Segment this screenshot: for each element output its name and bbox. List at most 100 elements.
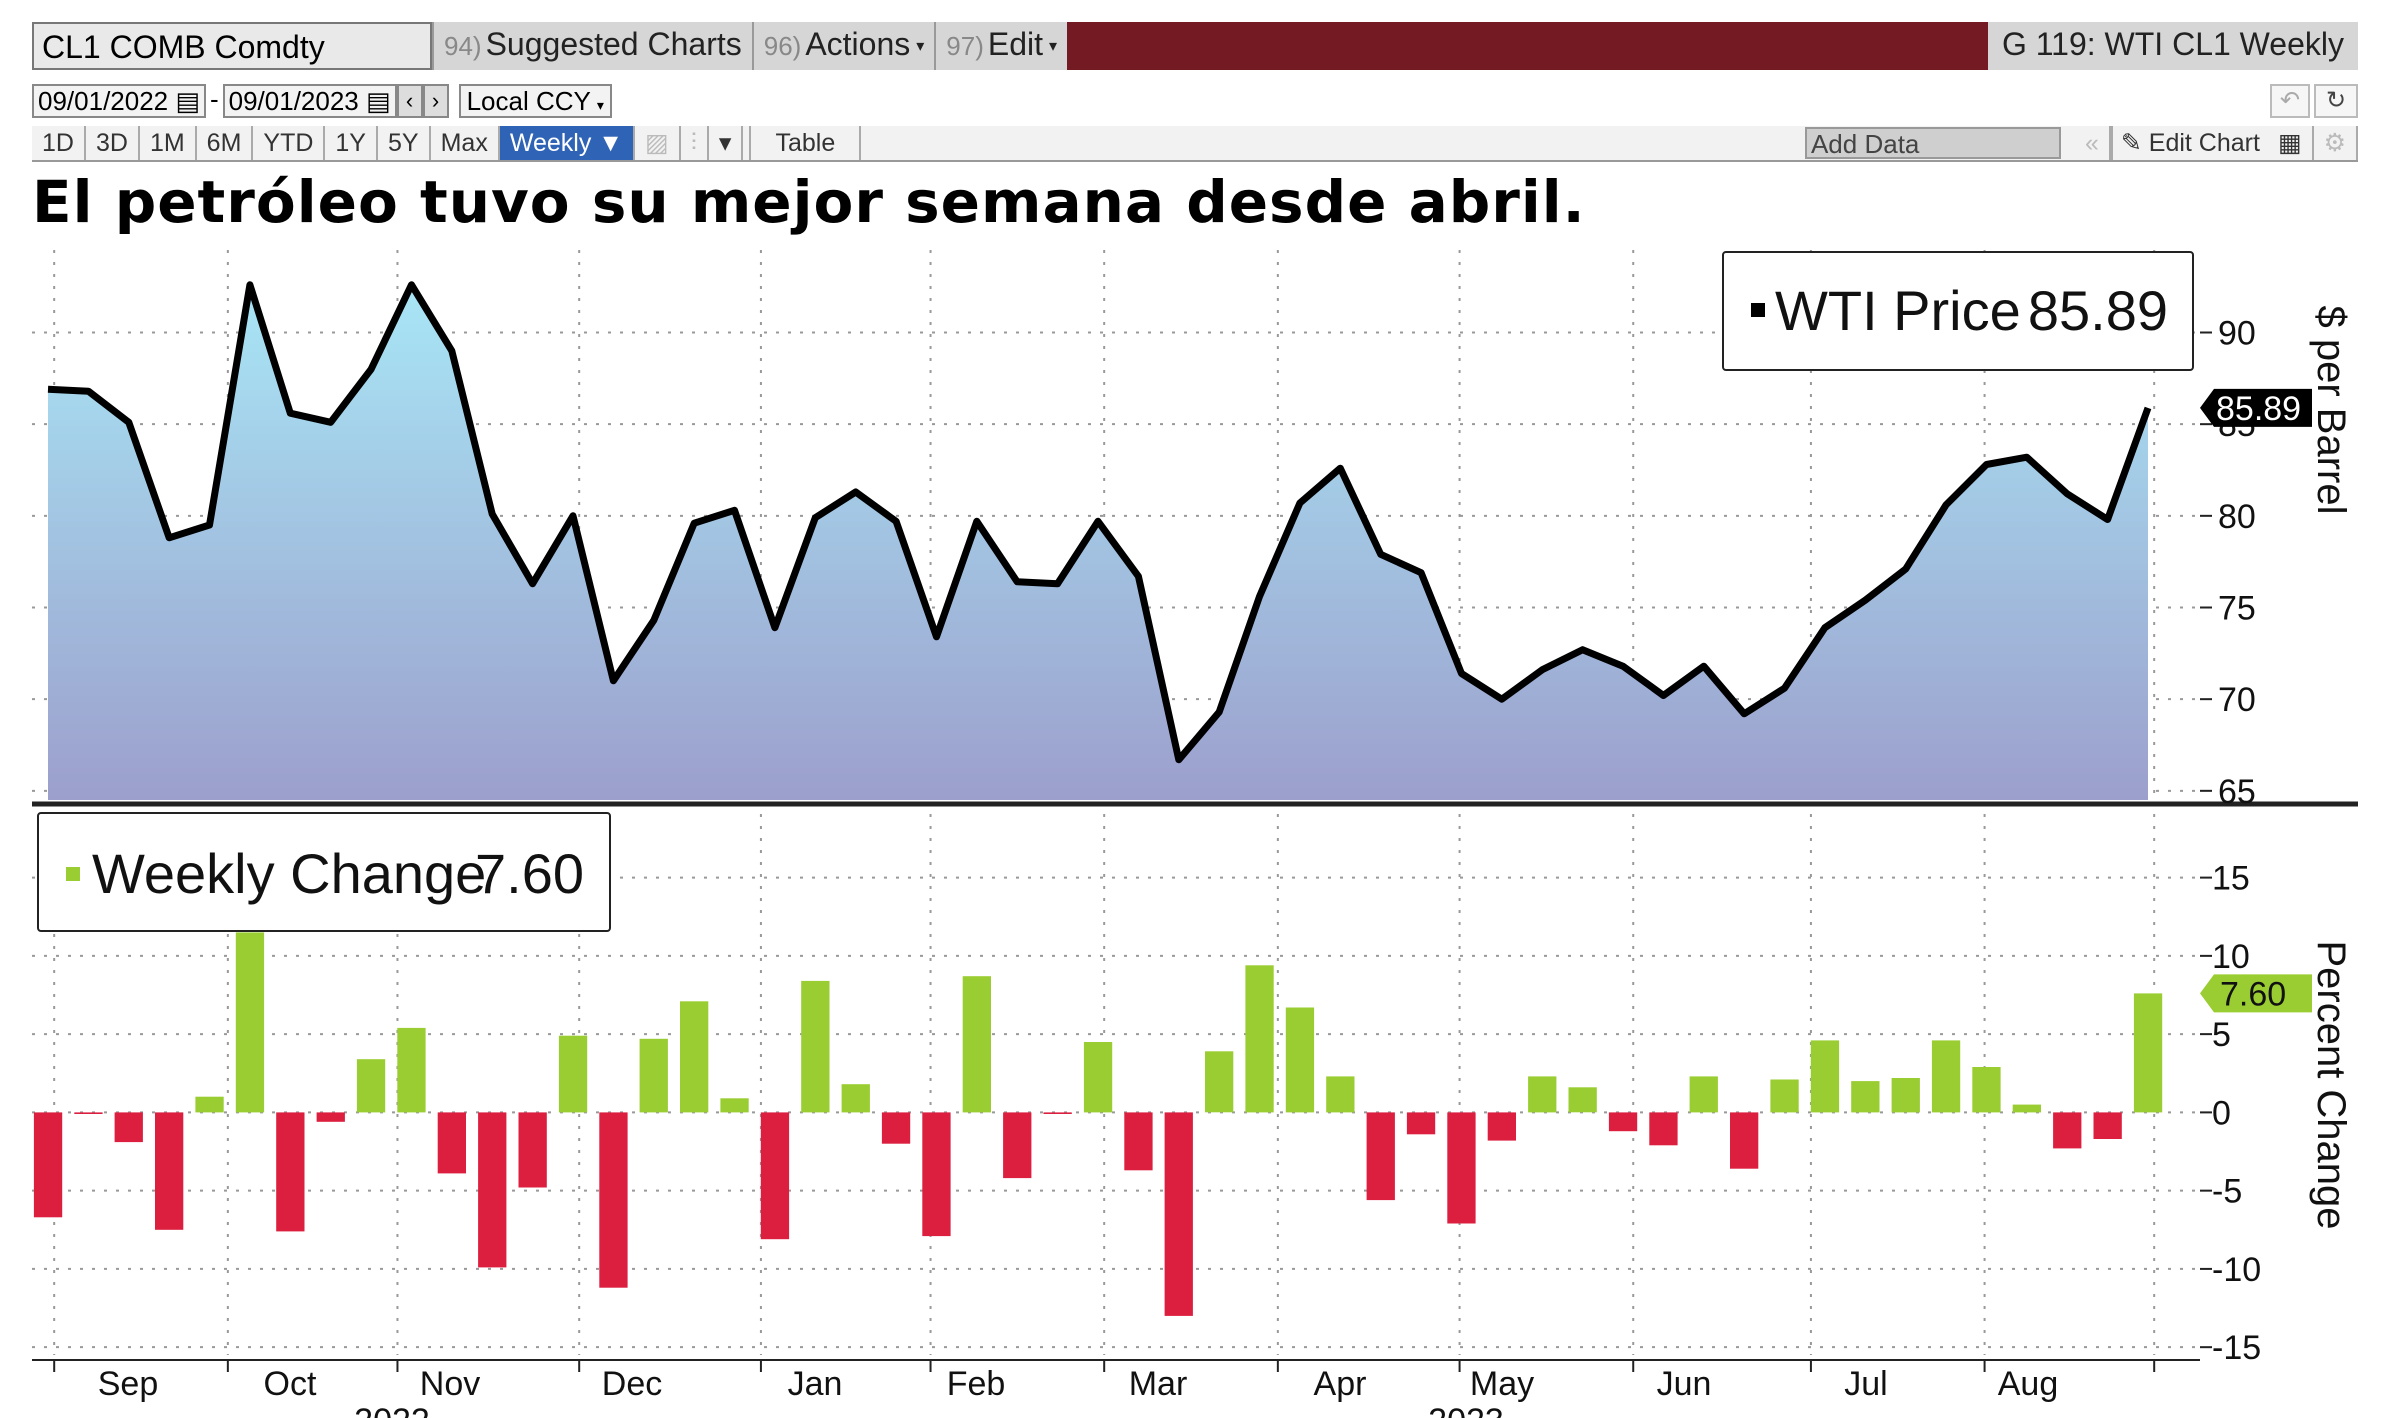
- percent-tick-label: 5: [2212, 1016, 2231, 1054]
- weekly-change-bar: [74, 1112, 103, 1114]
- weekly-change-bar: [1810, 1040, 1840, 1113]
- weekly-change-bar: [1326, 1076, 1355, 1113]
- actions-label: Actions: [805, 26, 911, 62]
- weekly-change-bar: [922, 1112, 951, 1237]
- weekly-change-bar: [1245, 965, 1274, 1113]
- style-dropdown-icon[interactable]: ▾: [709, 126, 744, 160]
- weekly-change-bar: [558, 1035, 588, 1113]
- x-month-label: Feb: [947, 1365, 1006, 1403]
- weekly-change-bar: [33, 1112, 63, 1218]
- weekly-change-bar: [2053, 1112, 2082, 1149]
- bar-style-icon[interactable]: ⫶: [681, 126, 709, 160]
- suggested-charts-menu[interactable]: 94) Suggested Charts: [432, 22, 752, 70]
- currency-select[interactable]: Local CCY ▾: [458, 84, 612, 118]
- actions-menu[interactable]: 96) Actions ▾: [751, 22, 935, 70]
- pencil-icon: ✎: [2120, 129, 2149, 157]
- add-data-input[interactable]: Add Data: [1804, 127, 2061, 159]
- weekly-change-bar: [1851, 1081, 1880, 1113]
- weekly-change-bar: [881, 1112, 911, 1144]
- weekly-change-bar: [1406, 1112, 1436, 1135]
- weekly-change-bar: [1003, 1112, 1032, 1179]
- weekly-change-bar: [801, 980, 830, 1113]
- calendar-icon[interactable]: ▤: [175, 86, 200, 116]
- weekly-change-bar: [2012, 1104, 2041, 1113]
- collapse-icon[interactable]: «: [2075, 126, 2111, 160]
- weekly-change-bar: [841, 1084, 870, 1113]
- start-date-value: 09/01/2022: [38, 86, 169, 116]
- weekly-change-bar: [518, 1112, 547, 1188]
- weekly-change-bar: [397, 1027, 426, 1113]
- period-1d-button[interactable]: 1D: [32, 126, 86, 160]
- edit-menu[interactable]: 97) Edit ▾: [934, 22, 1068, 70]
- weekly-change-bar: [1891, 1078, 1920, 1113]
- refresh-button[interactable]: ↻: [2314, 84, 2358, 118]
- calendar-icon[interactable]: ▤: [366, 86, 391, 116]
- gear-icon[interactable]: ⚙: [2314, 126, 2358, 160]
- price-tick-label: 90: [2218, 315, 2256, 353]
- weekly-change-bar: [1649, 1112, 1678, 1146]
- edit-chart-button[interactable]: ✎ Edit Chart: [2110, 126, 2268, 160]
- price-tick-label: 70: [2218, 681, 2256, 719]
- weekly-change-bar: [962, 976, 991, 1113]
- previous-period-button[interactable]: ‹: [396, 84, 423, 118]
- weekly-change-bar: [599, 1112, 628, 1288]
- weekly-change-bar: [276, 1112, 305, 1232]
- weekly-change-bar: [1770, 1079, 1799, 1113]
- percent-tick-label: 15: [2212, 860, 2250, 898]
- frequency-select[interactable]: Weekly ▼: [499, 126, 636, 160]
- period-5y-button[interactable]: 5Y: [378, 126, 431, 160]
- edit-number: 97): [946, 31, 984, 61]
- change-legend-swatch: [66, 867, 80, 881]
- weekly-change-bar: [2093, 1112, 2122, 1139]
- chevron-down-icon: ▾: [1049, 37, 1058, 55]
- period-ytd-button[interactable]: YTD: [253, 126, 326, 160]
- percent-tick-label: 10: [2212, 938, 2250, 976]
- currency-value: Local CCY: [466, 86, 591, 116]
- weekly-change-bar: [235, 932, 265, 1113]
- weekly-change-bar: [680, 1001, 709, 1113]
- actions-number: 96): [763, 31, 802, 61]
- weekly-change-bar: [114, 1112, 143, 1143]
- chart-settings-icon[interactable]: ▦: [2268, 126, 2314, 160]
- weekly-change-bar: [1447, 1112, 1476, 1224]
- price-legend-swatch: [1751, 303, 1765, 317]
- price-series-line: [47, 281, 2152, 764]
- price-axis-label: $ per Barrel: [2309, 306, 2353, 515]
- percent-tick-label: -10: [2212, 1251, 2261, 1289]
- weekly-change-bar: [195, 1096, 224, 1113]
- refresh-icon: ↻: [2325, 87, 2347, 114]
- weekly-change-bar: [1043, 1112, 1072, 1114]
- period-6m-button[interactable]: 6M: [197, 126, 254, 160]
- end-date-field[interactable]: 09/01/2023 ▤: [222, 84, 397, 118]
- x-month-label: Dec: [602, 1365, 662, 1403]
- chevron-down-icon: ▾: [596, 97, 604, 113]
- period-1y-button[interactable]: 1Y: [325, 126, 378, 160]
- weekly-change-bar: [1528, 1076, 1557, 1113]
- change-legend-label: Weekly Change: [92, 842, 486, 905]
- percent-axis-ticks: 15 10 5 0 -5 -10 -15: [2200, 860, 2261, 1367]
- price-tick-label: 65: [2218, 773, 2256, 811]
- undo-button[interactable]: ↶: [2270, 84, 2310, 118]
- suggested-charts-label: Suggested Charts: [485, 26, 742, 62]
- period-max-button[interactable]: Max: [431, 126, 500, 160]
- headline: El petróleo tuvo su mejor semana desde a…: [32, 168, 1586, 236]
- start-date-field[interactable]: 09/01/2022 ▤: [32, 84, 206, 118]
- next-period-button[interactable]: ›: [422, 84, 449, 118]
- period-1m-button[interactable]: 1M: [140, 126, 197, 160]
- date-separator: -: [209, 84, 219, 114]
- ticker-field[interactable]: CL1 COMB Comdty: [32, 22, 432, 70]
- weekly-change-bar: [1205, 1051, 1234, 1113]
- period-bar: 1D 3D 1M 6M YTD 1Y 5Y Max Weekly ▼ ▨ ⫶ ▾…: [32, 126, 2358, 162]
- percent-axis-label: Percent Change: [2309, 940, 2353, 1229]
- x-month-label: Mar: [1129, 1365, 1188, 1403]
- chart-type-icon[interactable]: ▨: [635, 126, 681, 160]
- table-button[interactable]: Table: [749, 126, 862, 160]
- suggested-charts-number: 94): [444, 31, 482, 61]
- weekly-change-bar: [1285, 1007, 1315, 1113]
- weekly-change-bar: [437, 1112, 466, 1174]
- edit-label: Edit: [987, 26, 1043, 62]
- period-3d-button[interactable]: 3D: [86, 126, 140, 160]
- percent-tick-label: -5: [2212, 1173, 2242, 1211]
- price-last-value: 85.89: [2216, 390, 2301, 428]
- weekly-change-bar: [1164, 1112, 1193, 1316]
